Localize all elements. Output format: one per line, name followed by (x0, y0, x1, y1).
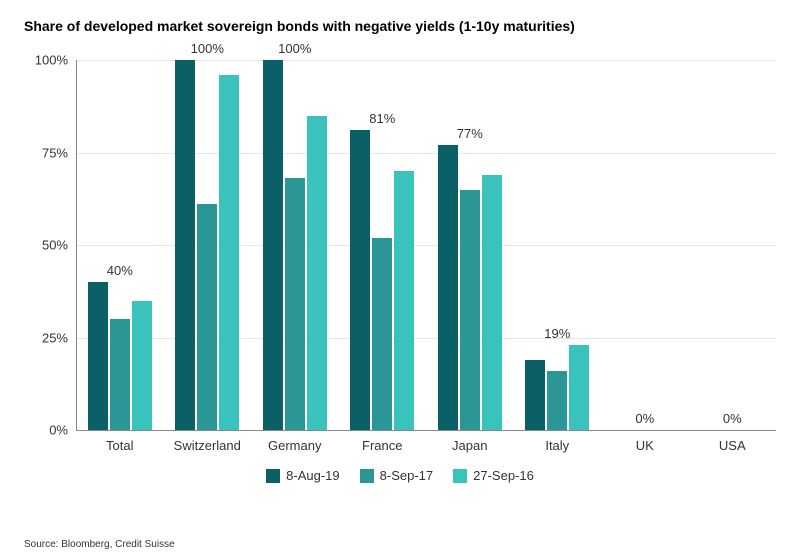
legend-swatch (453, 469, 467, 483)
bar (394, 171, 414, 430)
bar (547, 371, 567, 430)
y-tick-label: 25% (42, 330, 68, 345)
bar (482, 175, 502, 430)
bar (350, 130, 370, 430)
source-text: Source: Bloomberg, Credit Suisse (24, 539, 175, 550)
value-label: 0% (635, 411, 654, 426)
bar (175, 60, 195, 430)
legend: 8-Aug-19 8-Sep-17 27-Sep-16 (0, 468, 800, 488)
value-label: 40% (107, 263, 133, 278)
legend-item: 27-Sep-16 (453, 468, 534, 483)
legend-swatch (360, 469, 374, 483)
x-tick-label: USA (719, 438, 746, 453)
value-label: 0% (723, 411, 742, 426)
chart-container: 40%100%100%81%77%19%0%0% 0%25%50%75%100%… (24, 60, 776, 460)
y-tick-label: 100% (35, 53, 68, 68)
x-tick-label: Germany (268, 438, 321, 453)
bar (197, 204, 217, 430)
bar (438, 145, 458, 430)
chart-title: Share of developed market sovereign bond… (24, 18, 776, 34)
bar (110, 319, 130, 430)
legend-swatch (266, 469, 280, 483)
y-axis (76, 60, 77, 430)
value-label: 81% (369, 111, 395, 126)
y-tick-label: 0% (49, 423, 68, 438)
value-label: 100% (191, 41, 224, 56)
value-label: 19% (544, 326, 570, 341)
bar (372, 238, 392, 430)
bar (285, 178, 305, 430)
x-tick-label: Switzerland (174, 438, 241, 453)
legend-item: 8-Aug-19 (266, 468, 339, 483)
value-label: 100% (278, 41, 311, 56)
x-tick-label: France (362, 438, 402, 453)
bar (569, 345, 589, 430)
bar (307, 116, 327, 431)
bar (88, 282, 108, 430)
bar (132, 301, 152, 431)
legend-label: 8-Aug-19 (286, 468, 339, 483)
y-tick-label: 50% (42, 238, 68, 253)
value-label: 77% (457, 126, 483, 141)
bar (263, 60, 283, 430)
bar (219, 75, 239, 430)
x-tick-label: Italy (545, 438, 569, 453)
legend-label: 27-Sep-16 (473, 468, 534, 483)
legend-label: 8-Sep-17 (380, 468, 433, 483)
bar (525, 360, 545, 430)
legend-item: 8-Sep-17 (360, 468, 433, 483)
x-axis (76, 430, 776, 431)
plot-area: 40%100%100%81%77%19%0%0% (76, 60, 776, 430)
x-tick-label: Total (106, 438, 133, 453)
bar (460, 190, 480, 431)
x-tick-label: UK (636, 438, 654, 453)
x-tick-label: Japan (452, 438, 487, 453)
y-tick-label: 75% (42, 145, 68, 160)
